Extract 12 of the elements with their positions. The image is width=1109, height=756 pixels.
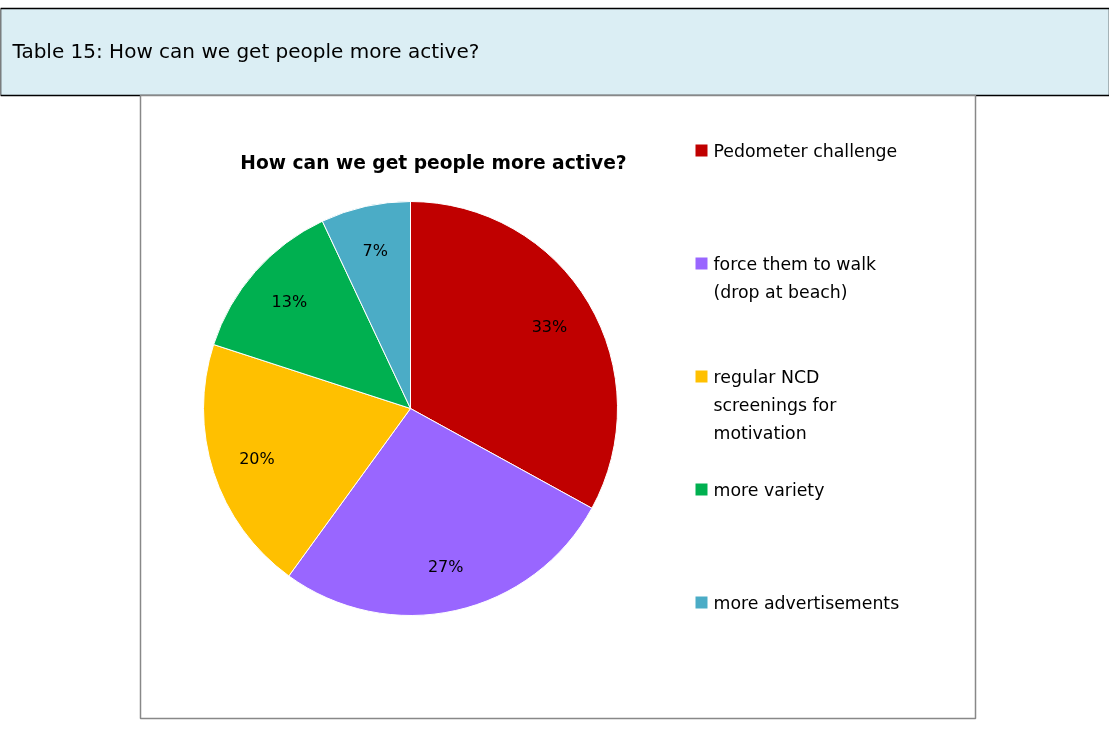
data-label: 7% bbox=[362, 241, 388, 261]
data-label: 13% bbox=[271, 292, 308, 312]
legend-label: more advertisements bbox=[713, 592, 900, 613]
data-label: 20% bbox=[239, 448, 275, 468]
data-label: 27% bbox=[427, 556, 464, 576]
legend-label: more variety bbox=[713, 479, 825, 500]
legend-label: Pedometer challenge bbox=[713, 140, 898, 161]
data-label: 33% bbox=[531, 316, 568, 336]
legend-label: regular NCD screenings for motivation bbox=[713, 366, 838, 443]
text: How can we get people more active? bbox=[240, 152, 627, 173]
legend-label: force them to walk (drop at beach) bbox=[713, 253, 877, 302]
caption: Table 15: How can we get people more active? bbox=[11, 38, 480, 63]
